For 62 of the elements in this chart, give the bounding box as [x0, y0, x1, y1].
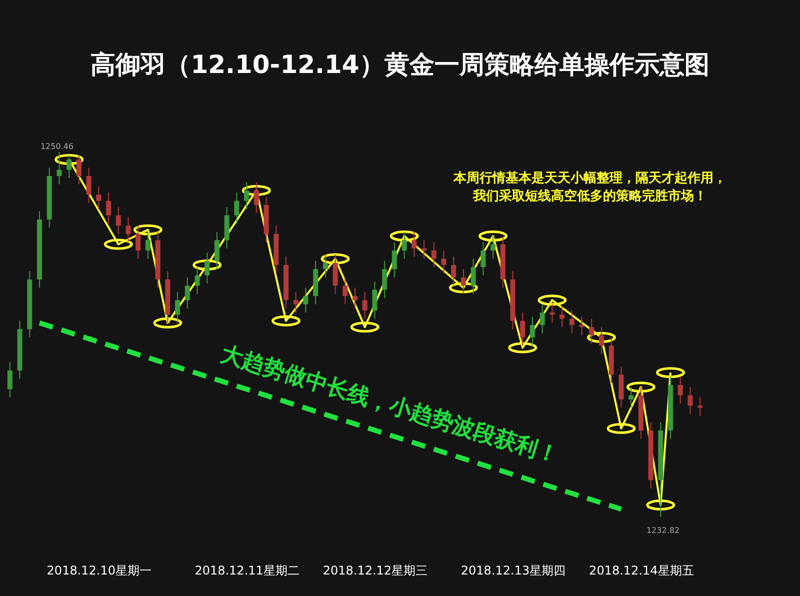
- candlestick: [480, 242, 486, 276]
- candlestick: [550, 304, 555, 324]
- x-tick-label: 2018.12.12星期三: [322, 564, 428, 578]
- text: 1250.46: [40, 142, 74, 151]
- candlestick: [490, 236, 496, 260]
- annotation: 本周行情基本是天天小幅整理，隔天才起作用，我们采取短线高空低多的策略完胜市场！: [452, 171, 726, 204]
- candlestick: [540, 304, 545, 334]
- x-tick-label: 2018.12.10星期一: [46, 564, 152, 578]
- candlestick: [589, 318, 594, 344]
- candlestick: [66, 154, 72, 179]
- annotation: 大趋势做中长线，小趋势波段获利！: [218, 341, 562, 469]
- candlestick: [86, 167, 92, 204]
- candlestick: [96, 186, 102, 210]
- x-tick-label: 2018.12.13星期四: [460, 564, 566, 578]
- candlestick: [145, 231, 150, 260]
- candlestick: [322, 254, 328, 278]
- candlestick: [678, 376, 683, 404]
- candlestick: [76, 154, 82, 185]
- candlestick: [451, 256, 456, 286]
- x-tick-label: 2018.12.14星期五: [589, 564, 694, 578]
- candlestick: [175, 291, 180, 324]
- candlestick: [352, 287, 358, 309]
- candlestick: [688, 386, 693, 414]
- candlestick: [56, 152, 62, 185]
- candlestick: [560, 306, 565, 328]
- candlestick: [441, 250, 446, 274]
- candlestick: [136, 225, 141, 260]
- candlestick: [293, 291, 298, 314]
- candlestick: [372, 281, 378, 320]
- candlestick: [116, 206, 121, 234]
- candlestick: [254, 182, 259, 214]
- candlestick: [530, 316, 535, 346]
- candlestick: [204, 252, 210, 284]
- candlestick: [460, 268, 466, 294]
- candlestick: [332, 254, 338, 294]
- candlestick: [126, 216, 131, 243]
- candlestick: [194, 266, 200, 294]
- candlestick: [303, 287, 308, 314]
- candlestick: [628, 386, 634, 408]
- candlestick: [698, 396, 703, 417]
- candlestick: [470, 258, 476, 294]
- candlestick: [431, 242, 436, 268]
- candlestick: [234, 192, 240, 224]
- candlestick: [402, 231, 407, 260]
- x-tick-label: 2018.12.11星期二: [194, 564, 300, 578]
- candlestick: [7, 362, 12, 398]
- candlestick: [214, 231, 220, 270]
- chart-title: 高御羽（12.10-12.14）黄金一周策略给单操作示意图: [90, 50, 710, 79]
- candlestick: [244, 182, 250, 210]
- candlestick: [106, 192, 112, 224]
- candlestick: [362, 291, 368, 320]
- candlestick: [520, 312, 526, 346]
- candlestick: [422, 240, 427, 260]
- text: 1232.82: [646, 526, 680, 535]
- candlestick: [412, 231, 417, 258]
- candlestick: [598, 326, 604, 354]
- candlestick: [579, 316, 584, 336]
- candlestick: [184, 276, 190, 309]
- candlestick: [342, 276, 348, 305]
- candlestick: [382, 260, 388, 299]
- candlestick: [569, 310, 574, 334]
- candlestick: [392, 242, 397, 278]
